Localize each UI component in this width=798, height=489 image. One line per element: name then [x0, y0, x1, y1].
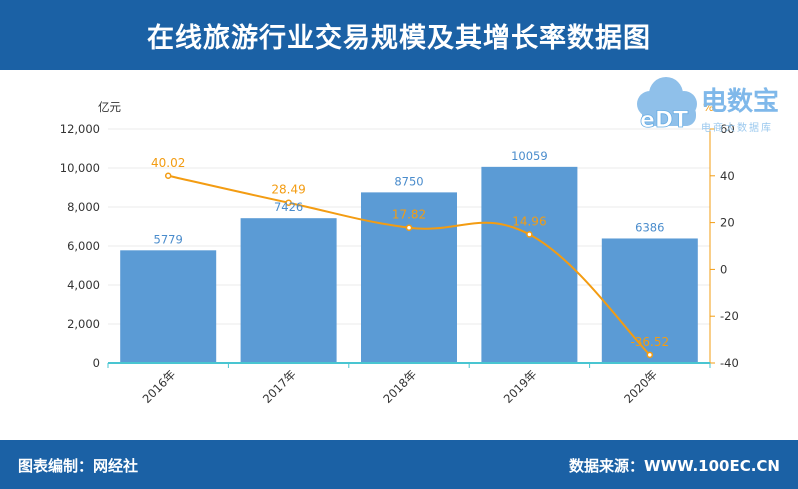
y-axis-title: 亿元 — [98, 100, 121, 114]
y-right-tick-label: 0 — [720, 262, 727, 276]
y-tick-label: 12,000 — [60, 122, 100, 136]
growth-point — [646, 351, 654, 359]
y-tick-label: 6,000 — [67, 239, 100, 253]
bar — [120, 250, 217, 363]
bars — [120, 166, 698, 363]
growth-point — [405, 224, 413, 231]
growth-point — [164, 172, 172, 180]
growth-value-label: 40.02 — [151, 156, 185, 170]
growth-point — [526, 231, 533, 238]
bar-value-label: 5779 — [154, 232, 183, 246]
growth-value-label: 14.96 — [512, 214, 546, 228]
growth-point — [285, 199, 292, 206]
growth-value-label: 17.82 — [392, 208, 426, 222]
logo-badge: eDT — [640, 108, 688, 133]
y-right-tick-label: 40 — [720, 169, 735, 183]
y-tick-label: 0 — [93, 356, 100, 370]
growth-value-label: -36.52 — [630, 335, 669, 349]
x-tick-label: 2017年 — [260, 367, 299, 406]
growth-value-label: 28.49 — [271, 183, 305, 197]
bar — [481, 166, 578, 363]
y-tick-label: 8,000 — [67, 200, 100, 214]
x-tick-label: 2020年 — [621, 367, 660, 406]
y-right-tick-label: -20 — [720, 309, 739, 323]
bar — [601, 238, 698, 363]
chart-title: 在线旅游行业交易规模及其增长率数据图 — [147, 22, 651, 54]
x-tick-label: 2019年 — [501, 367, 540, 406]
footer-bar: 图表编制：网经社 数据来源：WWW.100EC.CN — [0, 440, 798, 489]
logo: eDT 电数宝 电商大数据库 — [637, 77, 779, 134]
logo-tagline: 电商大数据库 — [701, 121, 773, 134]
y-tick-label: 10,000 — [60, 161, 100, 175]
x-tick-label: 2016年 — [140, 367, 179, 406]
bar-value-label: 10059 — [511, 149, 548, 163]
data-labels: 5779 7426 8750 10059 6386 40.02 28.49 17.82 14.9… — [151, 149, 669, 349]
y-tick-label: 4,000 — [67, 278, 100, 292]
bar — [240, 218, 337, 363]
bar — [361, 192, 457, 363]
y-right-tick-label: -40 — [720, 356, 739, 370]
bar-value-label: 8750 — [394, 174, 423, 188]
bar-value-label: 7426 — [274, 200, 303, 214]
title-bar: 在线旅游行业交易规模及其增长率数据图 — [0, 0, 798, 70]
bar-value-label: 6386 — [635, 220, 664, 234]
x-tick-label: 2018年 — [380, 367, 419, 406]
y-axis-right-title: % — [703, 100, 714, 114]
footer-source: 数据来源：WWW.100EC.CN — [569, 457, 780, 475]
y-tick-label: 2,000 — [67, 317, 100, 331]
growth-line — [164, 172, 654, 359]
y-right-tick-label: 20 — [720, 216, 735, 230]
cloud-icon — [637, 77, 697, 126]
footer-credit: 图表编制：网经社 — [18, 457, 139, 475]
y-right-tick-label: 60 — [720, 122, 735, 136]
logo-name: 电数宝 — [701, 86, 779, 117]
